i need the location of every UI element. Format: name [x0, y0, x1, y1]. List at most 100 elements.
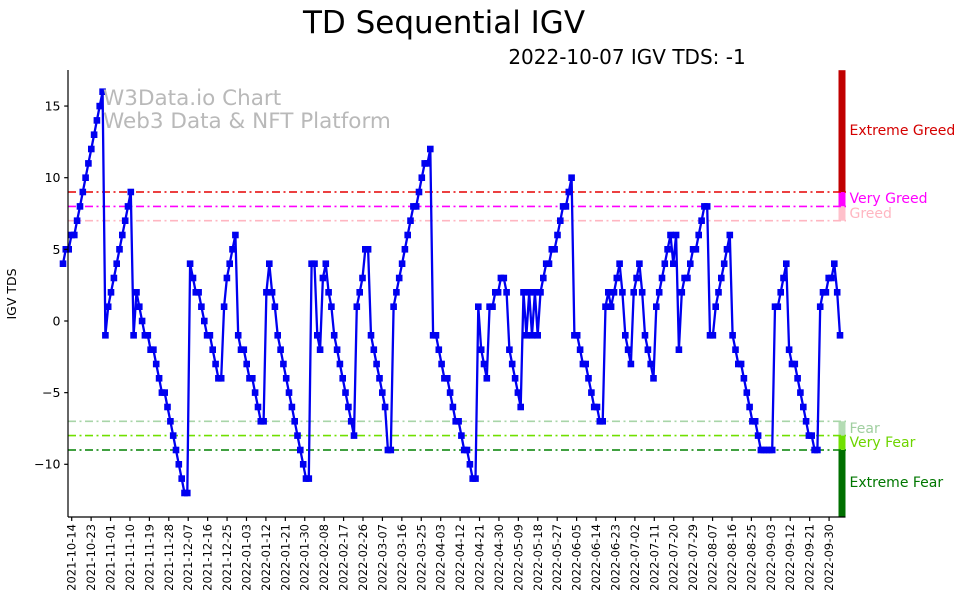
data-point-marker	[723, 246, 731, 253]
data-point-marker	[638, 289, 646, 296]
data-point-marker	[395, 274, 403, 282]
data-point-marker	[184, 489, 191, 497]
x-tick-label: 2022-06-14	[589, 524, 603, 591]
data-point-marker	[412, 203, 420, 210]
data-point-marker	[328, 303, 335, 310]
data-point-marker	[373, 360, 380, 368]
data-point-marker	[658, 274, 666, 282]
x-tick-label: 2022-04-03	[434, 524, 448, 591]
y-tick-label: 0	[53, 313, 61, 328]
data-point-marker	[458, 432, 465, 439]
data-point-marker	[138, 317, 146, 325]
data-point-marker	[229, 246, 236, 253]
data-point-marker	[291, 418, 298, 425]
data-point-marker	[672, 231, 680, 239]
data-point-marker	[71, 231, 78, 239]
data-point-marker	[720, 260, 728, 267]
data-point-marker	[545, 260, 553, 267]
data-point-marker	[633, 274, 640, 282]
data-point-marker	[73, 217, 81, 224]
data-point-marker	[551, 246, 558, 253]
data-point-marker	[605, 289, 612, 296]
x-tick-label: 2022-06-05	[570, 524, 584, 591]
x-tick-label: 2021-11-19	[142, 524, 156, 591]
data-point-marker	[155, 375, 163, 382]
data-point-marker	[729, 332, 736, 339]
data-point-marker	[130, 332, 137, 339]
y-tick-label: 5	[53, 242, 61, 257]
data-point-marker	[263, 289, 270, 296]
data-point-marker	[65, 246, 72, 253]
data-point-marker	[831, 260, 838, 267]
data-point-marker	[602, 303, 609, 310]
data-point-marker	[189, 274, 197, 282]
data-point-marker	[664, 246, 671, 253]
data-point-marker	[59, 260, 67, 267]
data-point-marker	[774, 303, 782, 310]
x-tick-label: 2022-04-21	[473, 524, 487, 591]
data-point-marker	[314, 332, 321, 339]
data-point-marker	[624, 346, 632, 353]
band-bar-very-fear	[838, 435, 846, 450]
data-point-marker	[407, 217, 414, 224]
data-point-marker	[322, 260, 330, 267]
band-label-extreme-fear: Extreme Fear	[849, 475, 944, 492]
data-point-marker	[768, 446, 776, 454]
data-point-marker	[622, 332, 629, 339]
data-point-marker	[523, 332, 530, 339]
data-point-marker	[432, 332, 440, 339]
x-tick-label: 2021-11-28	[162, 524, 176, 591]
data-point-marker	[161, 389, 168, 396]
data-point-marker	[359, 274, 366, 282]
data-point-marker	[463, 446, 471, 454]
data-point-marker	[802, 418, 810, 425]
data-point-marker	[737, 360, 745, 368]
data-point-marker	[715, 289, 722, 296]
data-point-marker	[537, 289, 544, 296]
data-point-marker	[641, 332, 649, 339]
data-point-marker	[387, 446, 395, 454]
x-tick-label: 2022-05-27	[550, 524, 564, 591]
data-point-marker	[280, 360, 287, 368]
data-point-marker	[477, 346, 485, 353]
data-point-marker	[136, 303, 143, 310]
data-point-marker	[364, 246, 372, 253]
data-point-marker	[356, 289, 363, 296]
data-point-marker	[588, 389, 595, 396]
data-point-marker	[209, 346, 216, 353]
data-point-marker	[119, 231, 126, 239]
data-point-marker	[124, 203, 132, 210]
data-point-marker	[732, 346, 739, 353]
x-tick-label: 2022-04-12	[453, 524, 467, 591]
data-point-marker	[557, 217, 564, 224]
data-point-marker	[212, 360, 219, 368]
data-point-marker	[630, 289, 637, 296]
x-tick-label: 2022-01-30	[298, 524, 312, 591]
data-point-marker	[376, 375, 383, 382]
data-point-marker	[88, 145, 95, 153]
data-point-marker	[726, 231, 734, 239]
data-point-marker	[336, 360, 344, 368]
data-point-marker	[616, 260, 623, 267]
x-tick-label: 2022-07-02	[628, 524, 642, 591]
data-point-marker	[305, 475, 313, 482]
data-point-marker	[568, 174, 575, 181]
data-point-marker	[712, 303, 719, 310]
band-label-very-greed: Very Greed	[849, 191, 928, 208]
data-point-marker	[353, 303, 361, 310]
data-point-marker	[494, 289, 502, 296]
data-point-marker	[330, 332, 338, 339]
band-bar-extreme-fear	[838, 450, 846, 517]
chart-subtitle: 2022-10-07 IGV TDS: -1	[508, 45, 746, 69]
data-point-marker	[517, 403, 524, 411]
y-tick-label: −5	[42, 385, 60, 400]
data-point-marker	[297, 446, 304, 454]
x-tick-label: 2022-07-29	[686, 524, 700, 591]
data-point-marker	[675, 346, 683, 353]
data-point-marker	[271, 303, 279, 310]
data-point-marker	[220, 303, 228, 310]
data-point-marker	[607, 303, 615, 310]
data-point-marker	[794, 375, 801, 382]
x-tick-label: 2022-08-25	[744, 524, 758, 591]
